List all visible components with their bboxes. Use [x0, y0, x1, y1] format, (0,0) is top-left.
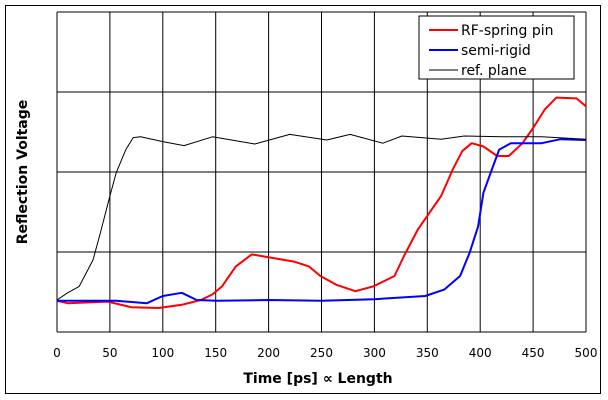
legend-label: ref. plane	[461, 63, 527, 79]
x-tick-label: 100	[151, 346, 174, 360]
series-lines	[56, 96, 587, 309]
x-tick-label: 500	[575, 346, 598, 360]
x-tick-labels: 0 50 100 150 200 250 300 350 400 450 500	[53, 346, 597, 360]
series-line-ref-plane	[56, 133, 587, 301]
legend: RF-spring pin semi-rigid ref. plane	[418, 15, 575, 80]
x-tick-label: 0	[53, 346, 61, 360]
x-tick-label: 450	[522, 346, 545, 360]
x-tick-label: 150	[204, 346, 227, 360]
x-tick-label: 200	[257, 346, 280, 360]
x-tick-label: 250	[310, 346, 333, 360]
y-axis-title: Reflection Voltage	[15, 100, 31, 245]
legend-label: RF-spring pin	[461, 23, 554, 39]
series-line-semi-rigid	[57, 138, 587, 305]
grid	[56, 11, 587, 333]
chart-frame	[5, 5, 601, 394]
x-tick-label: 350	[416, 346, 439, 360]
x-tick-label: 400	[469, 346, 492, 360]
x-tick-label: 50	[102, 346, 117, 360]
series-line-rf-spring-pin	[56, 96, 587, 309]
x-axis-title: Time [ps] ∝ Length	[243, 371, 392, 387]
x-tick-label: 300	[363, 346, 386, 360]
legend-label: semi-rigid	[461, 43, 531, 59]
